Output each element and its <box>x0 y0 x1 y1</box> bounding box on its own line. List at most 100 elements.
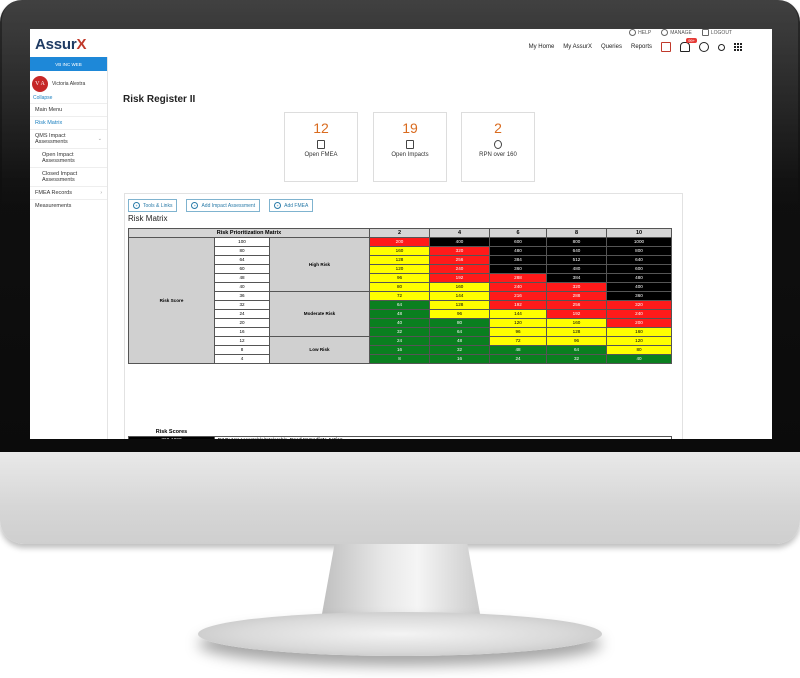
kpi-label: RPN over 160 <box>479 152 517 158</box>
sidebar-item-label: Risk Matrix <box>35 120 63 126</box>
matrix-cell: 400 <box>606 282 672 292</box>
matrix-column-header: 4 <box>429 228 490 238</box>
nav-queries[interactable]: Queries <box>600 44 622 50</box>
logo-text: Assur <box>35 36 77 53</box>
matrix-cell: 160 <box>606 327 672 337</box>
monitor-chin <box>0 452 800 544</box>
user-profile[interactable]: V A Victoria Alextra <box>30 71 107 92</box>
bell-icon[interactable]: 99+ <box>680 38 697 52</box>
matrix-cell: 360 <box>606 291 672 301</box>
clipboard-icon <box>406 140 414 149</box>
matrix-cell: 48 <box>429 336 490 346</box>
sidebar-item-label: Closed Impact Assessments <box>42 171 78 183</box>
risk-scores-title: Risk Scores <box>155 429 188 435</box>
sidebar-item-main-menu[interactable]: Main Menu <box>30 103 107 116</box>
matrix-cell: 480 <box>546 264 607 274</box>
matrix-cell: 192 <box>489 300 547 310</box>
matrix-cell: 400 <box>429 237 490 247</box>
tools-links-button[interactable]: + Tools & Links <box>128 199 178 212</box>
logout-link[interactable]: LOGOUT <box>701 29 732 36</box>
matrix-row-value: 24 <box>214 309 270 319</box>
matrix-row-value: 100 <box>214 237 270 247</box>
apps-grid-icon[interactable] <box>734 43 742 51</box>
matrix-cell: 32 <box>429 345 490 355</box>
risk-prioritization-matrix: Risk Prioritization Matrix 2 4 6 8 10 Risk Sco… <box>128 228 672 364</box>
sidebar-item-qms-impact[interactable]: QMS Impact Assessments ⌄ <box>30 129 107 148</box>
kpi-open-fmea[interactable]: 12 Open FMEA <box>284 112 358 182</box>
risk-score-emphasis: Need Immediate Action <box>290 438 343 439</box>
kpi-value: 19 <box>402 120 418 136</box>
matrix-cell: 200 <box>606 318 672 328</box>
matrix-cell: 16 <box>429 354 490 364</box>
main-nav: My Home My AssurX Queries Reports 99+ <box>528 38 742 52</box>
risk-matrix-panel: + Tools & Links + Add Impact Assessment + A… <box>124 193 683 439</box>
risk-scores-legend: Risk Scores360-1000NAC: Not Acceptable/I… <box>128 428 672 439</box>
sidebar-item-label: QMS Impact Assessments <box>35 133 68 145</box>
matrix-cell: 96 <box>546 336 607 346</box>
assurx-logo[interactable]: AssurX <box>35 36 87 53</box>
chevron-down-icon: ⌄ <box>97 136 102 142</box>
matrix-cell: 64 <box>546 345 607 355</box>
legend-spacer <box>215 428 672 437</box>
matrix-row-value: 12 <box>214 336 270 346</box>
risk-band-label: High Risk <box>269 237 370 292</box>
plus-icon: + <box>274 202 282 209</box>
matrix-cell: 80 <box>606 345 672 355</box>
matrix-column-header: 6 <box>489 228 547 238</box>
clipboard-icon <box>317 140 325 149</box>
help-link[interactable]: HELP <box>629 29 651 36</box>
kpi-label: Open Impacts <box>391 152 429 158</box>
matrix-row-value: 48 <box>214 273 270 283</box>
add-impact-assessment-button[interactable]: + Add Impact Assessment <box>186 199 261 212</box>
matrix-cell: 216 <box>489 291 547 301</box>
matrix-cell: 40 <box>606 354 672 364</box>
utility-links: HELP MANAGE LOGOUT <box>629 29 732 36</box>
sidebar-item-open-impact[interactable]: Open Impact Assessments <box>30 148 107 167</box>
matrix-cell: 80 <box>429 318 490 328</box>
manage-link[interactable]: MANAGE <box>661 29 692 36</box>
matrix-cell: 120 <box>606 336 672 346</box>
matrix-cell: 240 <box>489 282 547 292</box>
matrix-cell: 32 <box>546 354 607 364</box>
risk-band-label: Low Risk <box>269 336 370 364</box>
kpi-open-impacts[interactable]: 19 Open Impacts <box>373 112 447 182</box>
matrix-cell: 40 <box>369 318 430 328</box>
matrix-title: Risk Prioritization Matrix <box>128 228 370 238</box>
sidebar-item-fmea-records[interactable]: FMEA Records › <box>30 186 107 199</box>
matrix-cell: 160 <box>369 246 430 256</box>
matrix-cell: 16 <box>369 345 430 355</box>
logo-x: X <box>76 36 87 53</box>
panel-actions: + Tools & Links + Add Impact Assessment + A… <box>128 199 314 212</box>
history-icon[interactable] <box>699 42 709 52</box>
sidebar-item-measurements[interactable]: Measurements <box>30 199 107 212</box>
plus-icon: + <box>191 202 199 209</box>
sidebar-item-risk-matrix[interactable]: Risk Matrix <box>30 116 107 129</box>
matrix-cell: 48 <box>489 345 547 355</box>
main-content: Risk Register II 12 Open FMEA 19 Open Im… <box>108 57 772 439</box>
matrix-cell: 64 <box>369 300 430 310</box>
plus-icon: + <box>133 202 140 209</box>
sidebar-item-closed-impact[interactable]: Closed Impact Assessments <box>30 167 107 186</box>
risk-score-text: Not Acceptable/Intolerable, <box>230 438 290 439</box>
matrix-cell: 120 <box>489 318 547 328</box>
nav-my-home[interactable]: My Home <box>528 44 555 50</box>
matrix-cell: 512 <box>546 255 607 265</box>
top-bar: AssurX HELP MANAGE LOGOUT My Home My Ass… <box>30 29 772 57</box>
user-name: Victoria Alextra <box>52 81 86 87</box>
kpi-rpn-over-160[interactable]: 2 RPN over 160 <box>461 112 535 182</box>
button-label: Tools & Links <box>143 202 173 209</box>
search-icon[interactable] <box>718 43 725 51</box>
kpi-label: Open FMEA <box>304 152 338 158</box>
collapse-link[interactable]: Collapse <box>33 95 53 101</box>
matrix-row-value: 40 <box>214 282 270 292</box>
matrix-cell: 1000 <box>606 237 672 247</box>
matrix-cell: 160 <box>546 318 607 328</box>
matrix-cell: 72 <box>369 291 430 301</box>
matrix-row-value: 64 <box>214 255 270 265</box>
matrix-cell: 128 <box>369 255 430 265</box>
add-fmea-button[interactable]: + Add FMEA <box>269 199 314 212</box>
nav-my-assurx[interactable]: My AssurX <box>563 44 592 50</box>
nav-reports[interactable]: Reports <box>630 44 652 50</box>
document-icon[interactable] <box>661 42 671 52</box>
gear-icon <box>661 29 669 36</box>
